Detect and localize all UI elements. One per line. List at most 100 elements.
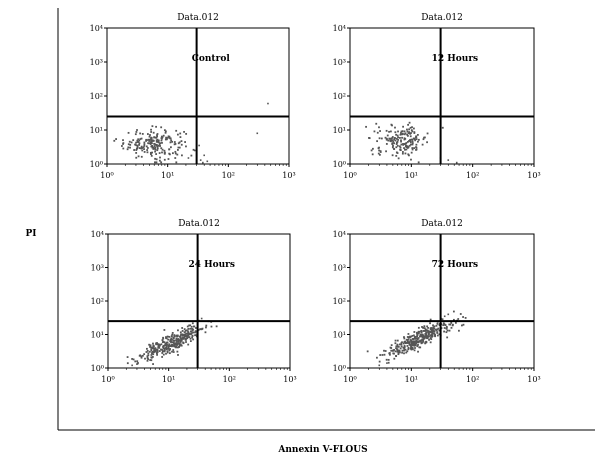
data-point xyxy=(163,149,166,152)
data-point xyxy=(426,325,429,328)
data-point xyxy=(168,335,171,338)
data-point xyxy=(186,336,189,339)
data-point xyxy=(394,339,397,342)
data-point xyxy=(446,336,449,339)
plot-frame xyxy=(107,233,291,369)
data-point xyxy=(415,148,418,151)
data-point xyxy=(160,139,163,142)
data-point xyxy=(398,351,401,354)
data-point xyxy=(431,329,434,332)
data-point xyxy=(403,133,406,136)
data-point xyxy=(150,139,153,141)
data-point xyxy=(419,340,422,343)
data-point xyxy=(376,140,378,143)
data-point xyxy=(404,132,407,135)
data-point xyxy=(428,335,430,338)
data-point xyxy=(161,352,164,354)
data-point xyxy=(161,339,164,341)
data-point xyxy=(165,342,168,345)
data-point xyxy=(161,350,164,353)
data-point xyxy=(422,330,425,332)
data-point xyxy=(163,151,166,154)
scatter-panel: Data.012 10⁰ 10¹ 10² 10³ 10⁰ 10¹ 10² 10³ 10⁴ 12 Ho… xyxy=(333,13,541,180)
data-point xyxy=(424,330,427,332)
data-point xyxy=(135,156,138,159)
data-point xyxy=(433,332,435,335)
data-point xyxy=(191,336,194,339)
data-point xyxy=(391,349,394,352)
data-point xyxy=(401,341,403,344)
data-point xyxy=(172,341,175,344)
data-point xyxy=(171,341,174,344)
data-point xyxy=(178,346,180,348)
data-point xyxy=(155,348,158,351)
data-point xyxy=(395,151,398,154)
data-point xyxy=(173,343,176,346)
data-point xyxy=(186,337,189,340)
data-point xyxy=(150,346,153,349)
data-point xyxy=(173,339,176,342)
data-point xyxy=(422,334,425,337)
data-point xyxy=(424,335,426,338)
data-point xyxy=(205,326,207,329)
data-point xyxy=(170,338,173,341)
data-point xyxy=(403,349,405,352)
data-point xyxy=(141,147,143,149)
data-point xyxy=(448,323,451,326)
data-point xyxy=(163,152,166,155)
data-point xyxy=(178,342,181,345)
data-point xyxy=(163,158,166,161)
data-point xyxy=(425,336,428,339)
data-point xyxy=(422,340,424,343)
y-tick-label: 10³ xyxy=(333,264,346,273)
data-point xyxy=(379,130,381,132)
data-point xyxy=(179,132,182,135)
data-point xyxy=(122,147,125,150)
data-point xyxy=(416,335,418,338)
data-point xyxy=(164,347,167,350)
data-point xyxy=(161,341,164,344)
data-point xyxy=(165,352,167,355)
data-point xyxy=(393,148,396,150)
data-point xyxy=(188,336,191,338)
data-point xyxy=(128,140,131,143)
data-point xyxy=(143,151,146,153)
data-point xyxy=(176,334,179,337)
data-point xyxy=(180,337,183,340)
data-point xyxy=(412,343,415,346)
data-point xyxy=(452,318,455,321)
data-point xyxy=(171,344,174,347)
data-point xyxy=(400,139,402,142)
data-point xyxy=(178,344,181,347)
data-point xyxy=(179,331,182,334)
data-point xyxy=(160,126,163,129)
data-point xyxy=(152,351,155,353)
data-point xyxy=(187,157,190,159)
data-point xyxy=(385,137,388,140)
data-point xyxy=(189,340,192,343)
data-point xyxy=(156,349,159,352)
data-point xyxy=(160,343,163,346)
data-point xyxy=(416,340,419,343)
plot-frame xyxy=(349,233,535,369)
data-point xyxy=(425,335,428,337)
data-point xyxy=(175,339,178,342)
data-point xyxy=(401,136,403,139)
data-point xyxy=(431,335,434,337)
data-point xyxy=(404,145,407,148)
x-tick-label: 10² xyxy=(466,171,479,180)
data-point xyxy=(455,161,458,164)
data-point xyxy=(131,358,134,360)
x-tick-label: 10¹ xyxy=(161,171,174,180)
data-point xyxy=(136,144,139,147)
data-point xyxy=(395,345,398,348)
data-point xyxy=(464,317,467,319)
data-point xyxy=(150,153,152,155)
data-point xyxy=(414,139,417,142)
data-point xyxy=(158,143,161,146)
data-point xyxy=(413,137,416,140)
data-point xyxy=(156,343,159,346)
data-point xyxy=(431,332,434,334)
data-point xyxy=(170,341,172,344)
data-point xyxy=(452,310,455,313)
